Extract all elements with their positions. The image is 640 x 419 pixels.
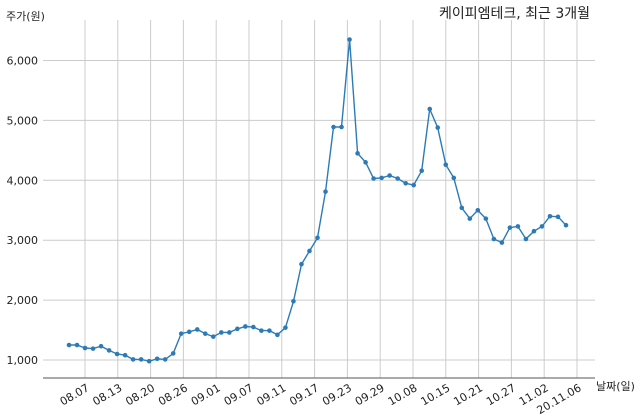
data-point <box>299 261 304 267</box>
data-point <box>170 351 176 356</box>
y-tick-label: 6,000 <box>7 55 39 68</box>
x-tick-label: 08.26 <box>156 381 190 408</box>
x-tick-label: 09.29 <box>353 381 387 408</box>
data-point <box>186 329 192 335</box>
y-tick-labels: 1,000 2,000 3,000 4,000 5,000 6,000 <box>7 55 39 368</box>
x-tick-label: 10.08 <box>386 381 420 408</box>
data-point <box>251 324 256 330</box>
data-point <box>235 326 240 332</box>
x-tick-labels: 08.07 08.13 08.20 08.26 09.01 09.07 09.11 09.17… <box>58 381 584 417</box>
x-tick-label: 08.13 <box>91 381 125 408</box>
data-point <box>202 331 208 336</box>
x-tick-label: 10.21 <box>451 381 485 408</box>
x-tick-label: 10.15 <box>419 381 453 408</box>
data-point <box>443 162 449 168</box>
chart-title: 케이피엠테크, 최근 3개월 <box>439 6 590 22</box>
data-point <box>339 124 344 130</box>
x-tick-label: 09.01 <box>189 381 223 408</box>
data-point <box>283 325 288 330</box>
price-line <box>69 39 567 362</box>
data-point <box>194 327 200 332</box>
data-point <box>162 357 168 362</box>
data-point <box>435 125 441 130</box>
data-point <box>555 214 561 220</box>
x-tick-label: 09.11 <box>255 381 289 408</box>
data-point <box>291 298 296 304</box>
x-axis-label: 날짜(일) <box>596 379 635 393</box>
data-point <box>315 235 320 241</box>
data-point <box>130 357 136 362</box>
data-point <box>563 222 569 228</box>
y-axis-label: 주가(원) <box>6 10 45 23</box>
data-point <box>491 236 497 242</box>
data-point <box>483 216 489 221</box>
price-points <box>66 37 569 364</box>
y-tick-label: 5,000 <box>7 114 39 127</box>
data-point <box>355 151 360 156</box>
data-point <box>547 213 553 219</box>
data-point <box>178 331 184 336</box>
data-point <box>74 342 80 348</box>
data-point <box>267 328 272 333</box>
data-point <box>90 346 96 351</box>
data-point <box>387 173 392 178</box>
data-point <box>475 207 481 213</box>
data-point <box>363 160 368 165</box>
data-point <box>499 240 505 245</box>
y-tick-label: 3,000 <box>7 234 39 247</box>
data-point <box>243 324 248 329</box>
data-point <box>427 106 433 112</box>
data-point <box>459 205 465 211</box>
x-tick-label: 09.17 <box>287 381 321 408</box>
data-point <box>122 352 128 358</box>
data-point <box>531 228 537 234</box>
data-point <box>114 351 120 357</box>
data-point <box>210 334 216 339</box>
y-tick-label: 4,000 <box>7 174 39 187</box>
data-point <box>371 176 376 181</box>
data-point <box>507 225 513 230</box>
y-tick-label: 1,000 <box>7 354 39 367</box>
grid <box>43 20 595 378</box>
data-point <box>98 343 104 349</box>
data-point <box>323 189 328 194</box>
data-point <box>395 176 400 181</box>
data-point <box>106 348 112 353</box>
x-tick-label: 09.23 <box>320 381 354 408</box>
y-tick-label: 2,000 <box>7 294 39 307</box>
x-tick-label: 08.20 <box>123 381 157 408</box>
data-point <box>467 216 473 221</box>
data-point <box>138 357 144 362</box>
x-tick-label: 08.07 <box>58 381 92 408</box>
data-point <box>227 330 232 335</box>
data-point <box>146 358 152 364</box>
data-point <box>379 175 384 181</box>
data-point <box>419 168 425 174</box>
data-point <box>411 182 416 188</box>
data-point <box>451 175 457 181</box>
data-point <box>82 345 88 351</box>
data-point <box>275 332 280 338</box>
data-point <box>219 330 224 335</box>
data-point <box>307 248 312 254</box>
data-point <box>403 180 408 186</box>
data-point <box>331 124 336 130</box>
data-point <box>154 356 160 362</box>
data-point <box>259 328 264 333</box>
data-point <box>66 342 72 348</box>
data-point <box>347 37 352 42</box>
x-tick-label: 10.27 <box>484 381 518 408</box>
data-point <box>515 224 521 229</box>
x-tick-label: 09.07 <box>222 381 256 408</box>
data-point <box>539 224 545 229</box>
data-point <box>523 236 529 242</box>
